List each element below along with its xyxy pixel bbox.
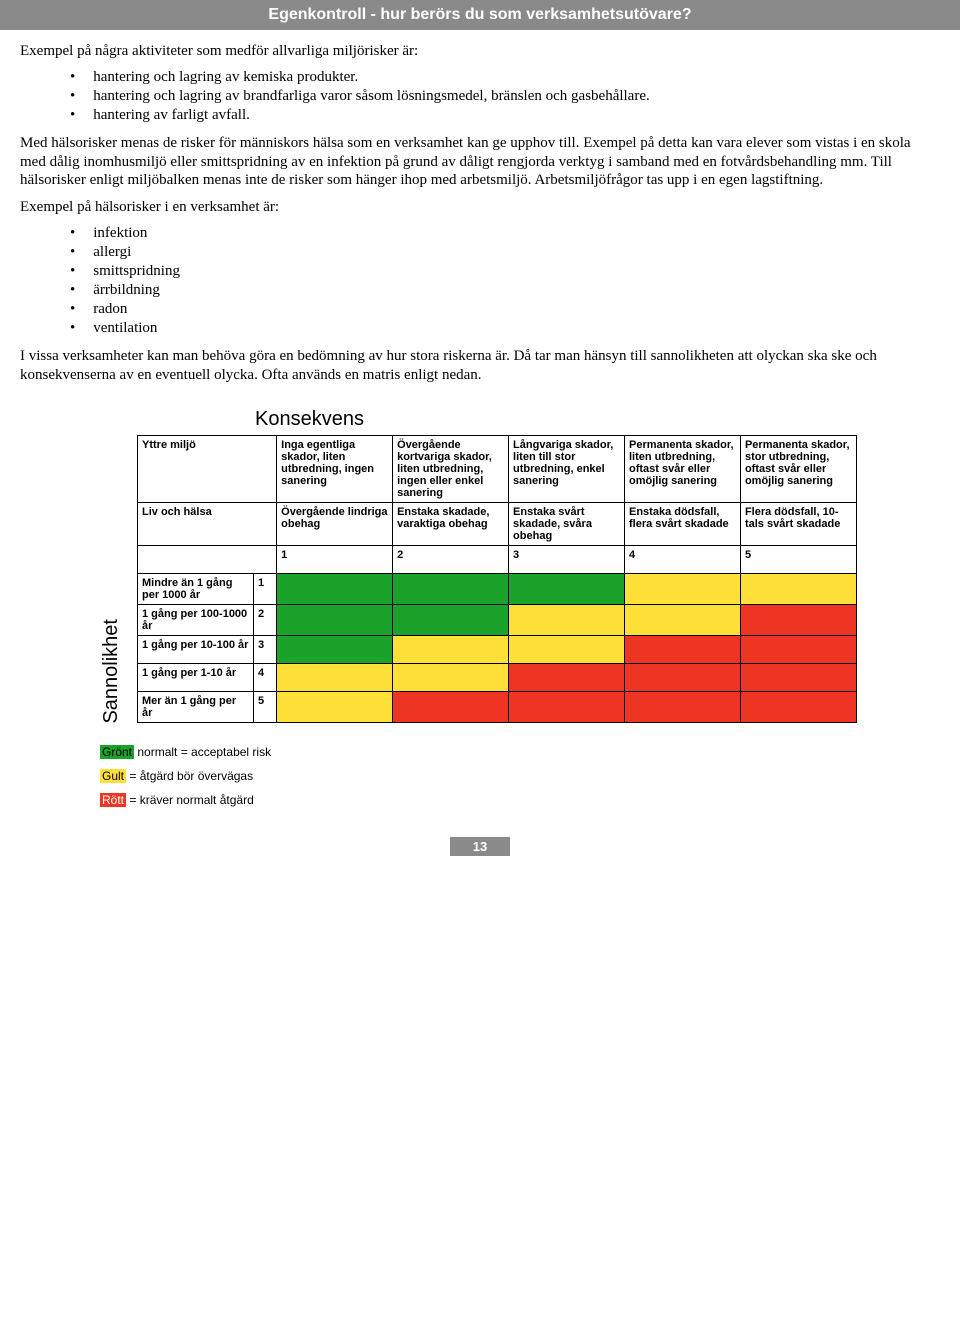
risk-cell — [625, 605, 741, 636]
risk-cell — [277, 636, 393, 664]
risk-cell — [393, 692, 509, 723]
risk-cell — [509, 605, 625, 636]
col-number: 4 — [625, 546, 741, 574]
table-row: 1 gång per 100-1000 år 2 — [138, 605, 857, 636]
risk-matrix: Konsekvens Sannolikhet Yttre miljö Inga … — [100, 408, 940, 723]
paragraph-matris: I vissa verksamheter kan man behöva göra… — [20, 347, 940, 385]
halso-list: infektion allergi smittspridning ärrbild… — [70, 225, 940, 337]
col-number: 1 — [277, 546, 393, 574]
legend-green: Grönt normalt = acceptabel risk — [100, 745, 940, 759]
table-row: 1 gång per 10-100 år 3 — [138, 636, 857, 664]
consequence-cell: Övergående kortvariga skador, liten utbr… — [393, 436, 509, 503]
paragraph-halsorisker: Med hälsorisker menas de risker för männ… — [20, 134, 940, 190]
list-item: infektion — [70, 225, 940, 242]
risk-table: Yttre miljö Inga egentliga skador, liten… — [137, 435, 857, 723]
list-item: radon — [70, 301, 940, 318]
risk-cell — [509, 636, 625, 664]
table-row: Mindre än 1 gång per 1000 år 1 — [138, 574, 857, 605]
list-item: smittspridning — [70, 263, 940, 280]
intro-halsorisker: Exempel på hälsorisker i en verksamhet ä… — [20, 198, 940, 217]
consequence-cell: Permanenta skador, liten utbredning, oft… — [625, 436, 741, 503]
prob-number: 1 — [253, 574, 276, 605]
list-item: hantering av farligt avfall. — [70, 107, 940, 124]
prob-label: 1 gång per 1-10 år — [138, 664, 254, 692]
risk-cell — [277, 692, 393, 723]
consequence-cell: Övergående lindriga obehag — [277, 503, 393, 546]
risk-cell — [740, 664, 856, 692]
row-header: Liv och hälsa — [138, 503, 277, 546]
prob-number: 2 — [253, 605, 276, 636]
risk-cell — [740, 636, 856, 664]
consequence-cell: Inga egentliga skador, liten utbredning,… — [277, 436, 393, 503]
swatch-yellow: Gult — [100, 769, 126, 783]
risk-cell — [740, 692, 856, 723]
legend-text: = åtgärd bör övervägas — [126, 769, 253, 783]
list-item: hantering och lagring av brandfarliga va… — [70, 88, 940, 105]
consequence-cell: Enstaka skadade, varaktiga obehag — [393, 503, 509, 546]
row-header: Yttre miljö — [138, 436, 277, 503]
swatch-red: Rött — [100, 793, 126, 807]
consequence-cell: Enstaka dödsfall, flera svårt skadade — [625, 503, 741, 546]
risk-cell — [625, 664, 741, 692]
prob-number: 3 — [253, 636, 276, 664]
risk-cell — [277, 574, 393, 605]
risk-cell — [625, 636, 741, 664]
empty-cell — [138, 546, 277, 574]
prob-label: Mer än 1 gång per år — [138, 692, 254, 723]
risk-cell — [740, 605, 856, 636]
risk-cell — [509, 574, 625, 605]
prob-number: 5 — [253, 692, 276, 723]
table-row: 1 2 3 4 5 — [138, 546, 857, 574]
table-row: Liv och hälsa Övergående lindriga obehag… — [138, 503, 857, 546]
risk-cell — [393, 574, 509, 605]
risk-cell — [509, 664, 625, 692]
list-item: ärrbildning — [70, 282, 940, 299]
intro-miljorisker: Exempel på några aktiviteter som medför … — [20, 42, 940, 61]
risk-cell — [393, 605, 509, 636]
risk-cell — [393, 664, 509, 692]
matrix-y-label: Sannolikhet — [100, 539, 131, 724]
page-number: 13 — [450, 837, 510, 856]
legend-text: normalt = acceptabel risk — [134, 745, 271, 759]
col-number: 2 — [393, 546, 509, 574]
list-item: hantering och lagring av kemiska produkt… — [70, 69, 940, 86]
col-number: 5 — [740, 546, 856, 574]
miljo-list: hantering och lagring av kemiska produkt… — [70, 69, 940, 124]
consequence-cell: Flera dödsfall, 10-tals svårt skadade — [740, 503, 856, 546]
legend-yellow: Gult = åtgärd bör övervägas — [100, 769, 940, 783]
risk-cell — [625, 692, 741, 723]
list-item: allergi — [70, 244, 940, 261]
prob-label: 1 gång per 10-100 år — [138, 636, 254, 664]
prob-label: Mindre än 1 gång per 1000 år — [138, 574, 254, 605]
page-header: Egenkontroll - hur berörs du som verksam… — [0, 0, 960, 30]
table-row: Yttre miljö Inga egentliga skador, liten… — [138, 436, 857, 503]
legend-text: = kräver normalt åtgärd — [126, 793, 254, 807]
col-number: 3 — [509, 546, 625, 574]
consequence-cell: Permanenta skador, stor utbredning, ofta… — [740, 436, 856, 503]
risk-cell — [277, 605, 393, 636]
legend-red: Rött = kräver normalt åtgärd — [100, 793, 940, 807]
risk-cell — [625, 574, 741, 605]
table-row: 1 gång per 1-10 år 4 — [138, 664, 857, 692]
legend: Grönt normalt = acceptabel risk Gult = å… — [100, 745, 940, 807]
consequence-cell: Långvariga skador, liten till stor utbre… — [509, 436, 625, 503]
risk-cell — [509, 692, 625, 723]
prob-number: 4 — [253, 664, 276, 692]
swatch-green: Grönt — [100, 745, 134, 759]
prob-label: 1 gång per 100-1000 år — [138, 605, 254, 636]
risk-cell — [740, 574, 856, 605]
consequence-cell: Enstaka svårt skadade, svåra obehag — [509, 503, 625, 546]
list-item: ventilation — [70, 320, 940, 337]
risk-cell — [277, 664, 393, 692]
risk-cell — [393, 636, 509, 664]
matrix-x-label: Konsekvens — [255, 408, 940, 431]
table-row: Mer än 1 gång per år 5 — [138, 692, 857, 723]
